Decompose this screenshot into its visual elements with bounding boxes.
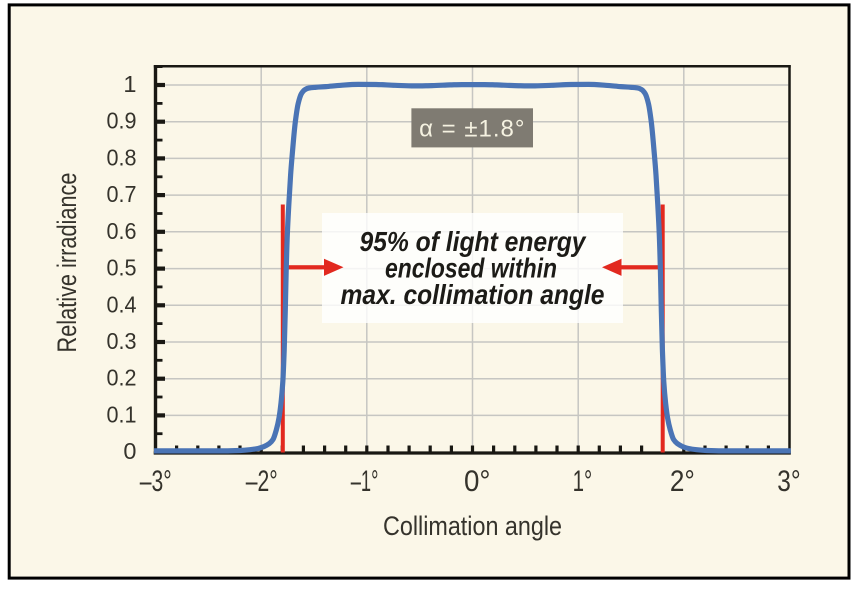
svg-text:0°: 0°	[464, 465, 491, 498]
svg-text:0.8: 0.8	[107, 144, 137, 170]
svg-text:enclosed within: enclosed within	[385, 253, 557, 284]
svg-text:0.2: 0.2	[107, 365, 137, 391]
svg-text:0.7: 0.7	[107, 181, 137, 207]
svg-text:0: 0	[123, 438, 136, 464]
svg-text:0.4: 0.4	[107, 291, 137, 317]
svg-text:max. collimation angle: max. collimation angle	[341, 279, 605, 310]
svg-text:1: 1	[123, 71, 136, 97]
svg-text:–2°: –2°	[246, 465, 278, 498]
svg-text:0.6: 0.6	[107, 218, 137, 244]
svg-text:0.5: 0.5	[107, 255, 137, 281]
svg-text:Collimation angle: Collimation angle	[383, 511, 562, 541]
svg-text:α = ±1.8°: α = ±1.8°	[419, 116, 525, 143]
svg-text:0.3: 0.3	[107, 328, 137, 354]
svg-text:2°: 2°	[670, 465, 695, 498]
svg-text:95% of light energy: 95% of light energy	[360, 226, 587, 257]
svg-text:Relative irradiance: Relative irradiance	[52, 173, 82, 353]
svg-text:1°: 1°	[573, 465, 593, 498]
svg-text:–1°: –1°	[351, 465, 379, 498]
svg-text:0.9: 0.9	[107, 108, 137, 134]
svg-text:3°: 3°	[777, 465, 800, 498]
svg-text:0.1: 0.1	[107, 401, 137, 427]
svg-text:–3°: –3°	[140, 465, 172, 498]
